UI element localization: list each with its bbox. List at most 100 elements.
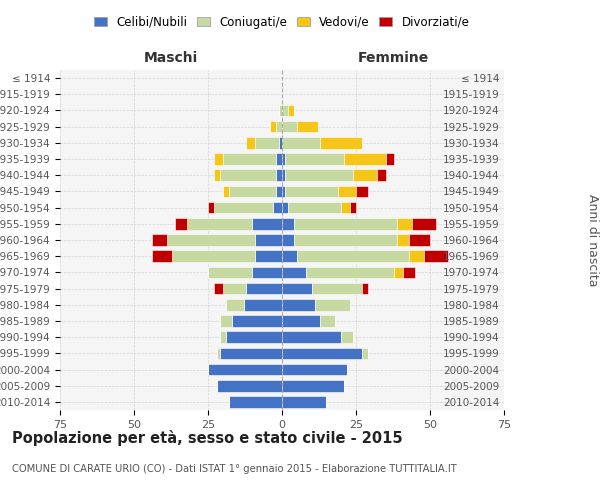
Bar (297, 250, 409, 262)
Bar (276, 153, 282, 165)
Bar (311, 282, 362, 294)
Bar (214, 153, 223, 165)
Bar (282, 153, 285, 165)
Bar (175, 218, 187, 230)
Bar (282, 364, 347, 376)
Bar (244, 299, 282, 310)
Bar (208, 202, 214, 213)
Bar (152, 250, 172, 262)
Bar (232, 315, 282, 327)
Bar (253, 218, 282, 230)
Bar (350, 202, 356, 213)
Bar (282, 266, 305, 278)
Text: COMUNE DI CARATE URIO (CO) - Dati ISTAT 1° gennaio 2015 - Elaborazione TUTTITALI: COMUNE DI CARATE URIO (CO) - Dati ISTAT … (12, 464, 457, 474)
Bar (270, 121, 276, 132)
Bar (279, 137, 282, 148)
Bar (282, 315, 320, 327)
Bar (338, 186, 356, 198)
Bar (256, 137, 279, 148)
Bar (362, 282, 368, 294)
Bar (276, 186, 282, 198)
Text: Femmine: Femmine (358, 51, 428, 65)
Bar (356, 186, 368, 198)
Bar (247, 282, 282, 294)
Bar (297, 121, 317, 132)
Text: Maschi: Maschi (144, 51, 198, 65)
Bar (294, 218, 397, 230)
Bar (282, 137, 320, 148)
Bar (397, 234, 409, 246)
Bar (320, 137, 362, 148)
Bar (288, 104, 294, 117)
Bar (305, 266, 394, 278)
Bar (377, 170, 386, 181)
Bar (282, 121, 297, 132)
Bar (223, 282, 247, 294)
Bar (282, 282, 311, 294)
Bar (394, 266, 403, 278)
Bar (187, 218, 253, 230)
Bar (282, 202, 288, 213)
Bar (282, 396, 326, 407)
Bar (412, 218, 436, 230)
Bar (223, 186, 229, 198)
Bar (229, 396, 282, 407)
Bar (208, 266, 253, 278)
Bar (214, 202, 273, 213)
Bar (282, 299, 314, 310)
Bar (282, 234, 294, 246)
Bar (285, 170, 353, 181)
Bar (256, 250, 282, 262)
Bar (285, 153, 344, 165)
Bar (279, 104, 282, 117)
Bar (288, 202, 341, 213)
Bar (214, 170, 220, 181)
Bar (341, 332, 353, 343)
Bar (256, 234, 282, 246)
Bar (220, 170, 276, 181)
Bar (229, 186, 276, 198)
Bar (409, 250, 424, 262)
Bar (220, 315, 232, 327)
Bar (285, 186, 338, 198)
Bar (217, 348, 220, 359)
Bar (226, 332, 282, 343)
Bar (220, 348, 282, 359)
Bar (214, 282, 223, 294)
Bar (282, 332, 341, 343)
Bar (223, 153, 276, 165)
Bar (341, 202, 350, 213)
Bar (276, 170, 282, 181)
Bar (282, 104, 288, 117)
Bar (386, 153, 394, 165)
Bar (294, 234, 397, 246)
Bar (314, 299, 350, 310)
Bar (282, 218, 294, 230)
Legend: Celibi/Nubili, Coniugati/e, Vedovi/e, Divorziati/e: Celibi/Nubili, Coniugati/e, Vedovi/e, Di… (89, 11, 475, 34)
Bar (226, 299, 244, 310)
Bar (282, 170, 285, 181)
Bar (344, 153, 386, 165)
Bar (282, 348, 362, 359)
Bar (282, 250, 297, 262)
Bar (276, 121, 282, 132)
Bar (253, 266, 282, 278)
Bar (152, 234, 167, 246)
Y-axis label: Anni di nascita: Anni di nascita (586, 194, 599, 286)
Bar (320, 315, 335, 327)
Bar (282, 380, 344, 392)
Bar (172, 250, 256, 262)
Text: Popolazione per età, sesso e stato civile - 2015: Popolazione per età, sesso e stato civil… (12, 430, 403, 446)
Bar (362, 348, 368, 359)
Bar (220, 332, 226, 343)
Bar (353, 170, 377, 181)
Bar (273, 202, 282, 213)
Bar (397, 218, 412, 230)
Bar (217, 380, 282, 392)
Bar (282, 186, 285, 198)
Bar (409, 234, 430, 246)
Bar (208, 364, 282, 376)
Bar (167, 234, 256, 246)
Bar (424, 250, 448, 262)
Bar (403, 266, 415, 278)
